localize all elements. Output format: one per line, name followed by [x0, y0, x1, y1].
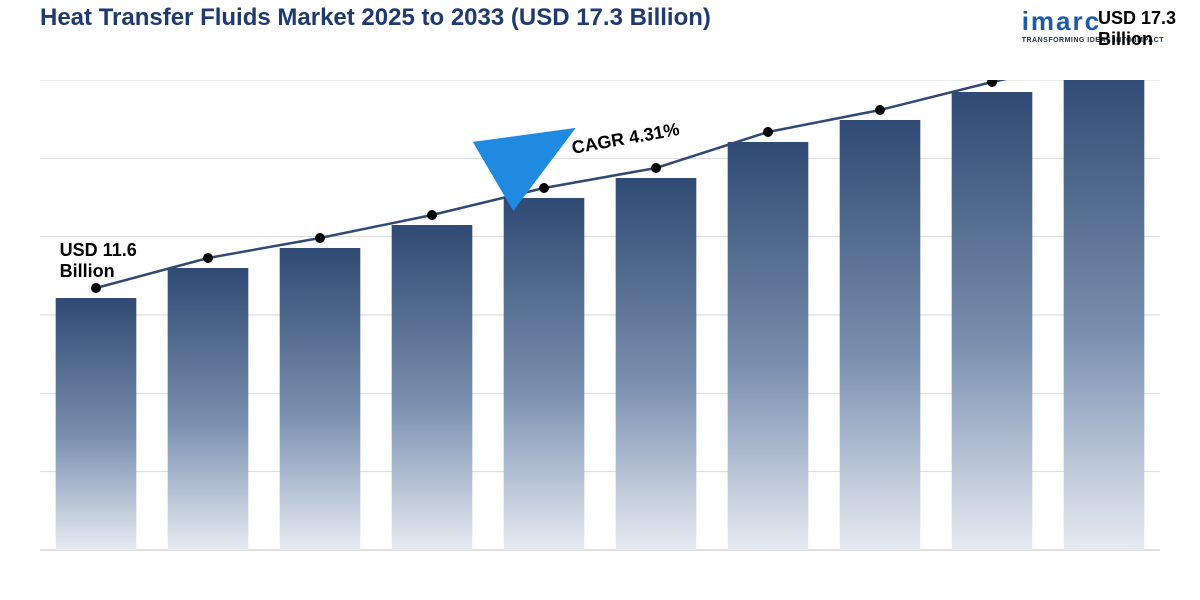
- end-value-line2: Billion: [1098, 29, 1176, 50]
- bar: [392, 225, 473, 550]
- start-value-label: USD 11.6 Billion: [60, 240, 137, 281]
- bar: [616, 178, 697, 550]
- start-value-line1: USD 11.6: [60, 240, 137, 261]
- trend-dot: [91, 283, 101, 293]
- trend-dot: [651, 163, 661, 173]
- trend-dot: [987, 80, 997, 87]
- bar: [1064, 80, 1145, 550]
- end-value-line1: USD 17.3: [1098, 8, 1176, 29]
- bar: [56, 298, 137, 550]
- bar: [952, 92, 1033, 550]
- bar: [728, 142, 809, 550]
- bar: [840, 120, 921, 550]
- bar: [504, 198, 585, 550]
- trend-dot: [203, 253, 213, 263]
- trend-dot: [763, 127, 773, 137]
- bar: [280, 248, 361, 550]
- end-value-label: USD 17.3 Billion: [1098, 8, 1176, 49]
- chart-title: Heat Transfer Fluids Market 2025 to 2033…: [40, 4, 711, 32]
- trend-dot: [539, 183, 549, 193]
- trend-dot: [427, 210, 437, 220]
- arrow-icon: [504, 136, 562, 170]
- start-value-line2: Billion: [60, 261, 137, 282]
- bar: [168, 268, 249, 550]
- market-chart: { "title": { "text": "Heat Transfer Flui…: [0, 0, 1200, 600]
- trend-dot: [875, 105, 885, 115]
- trend-dot: [315, 233, 325, 243]
